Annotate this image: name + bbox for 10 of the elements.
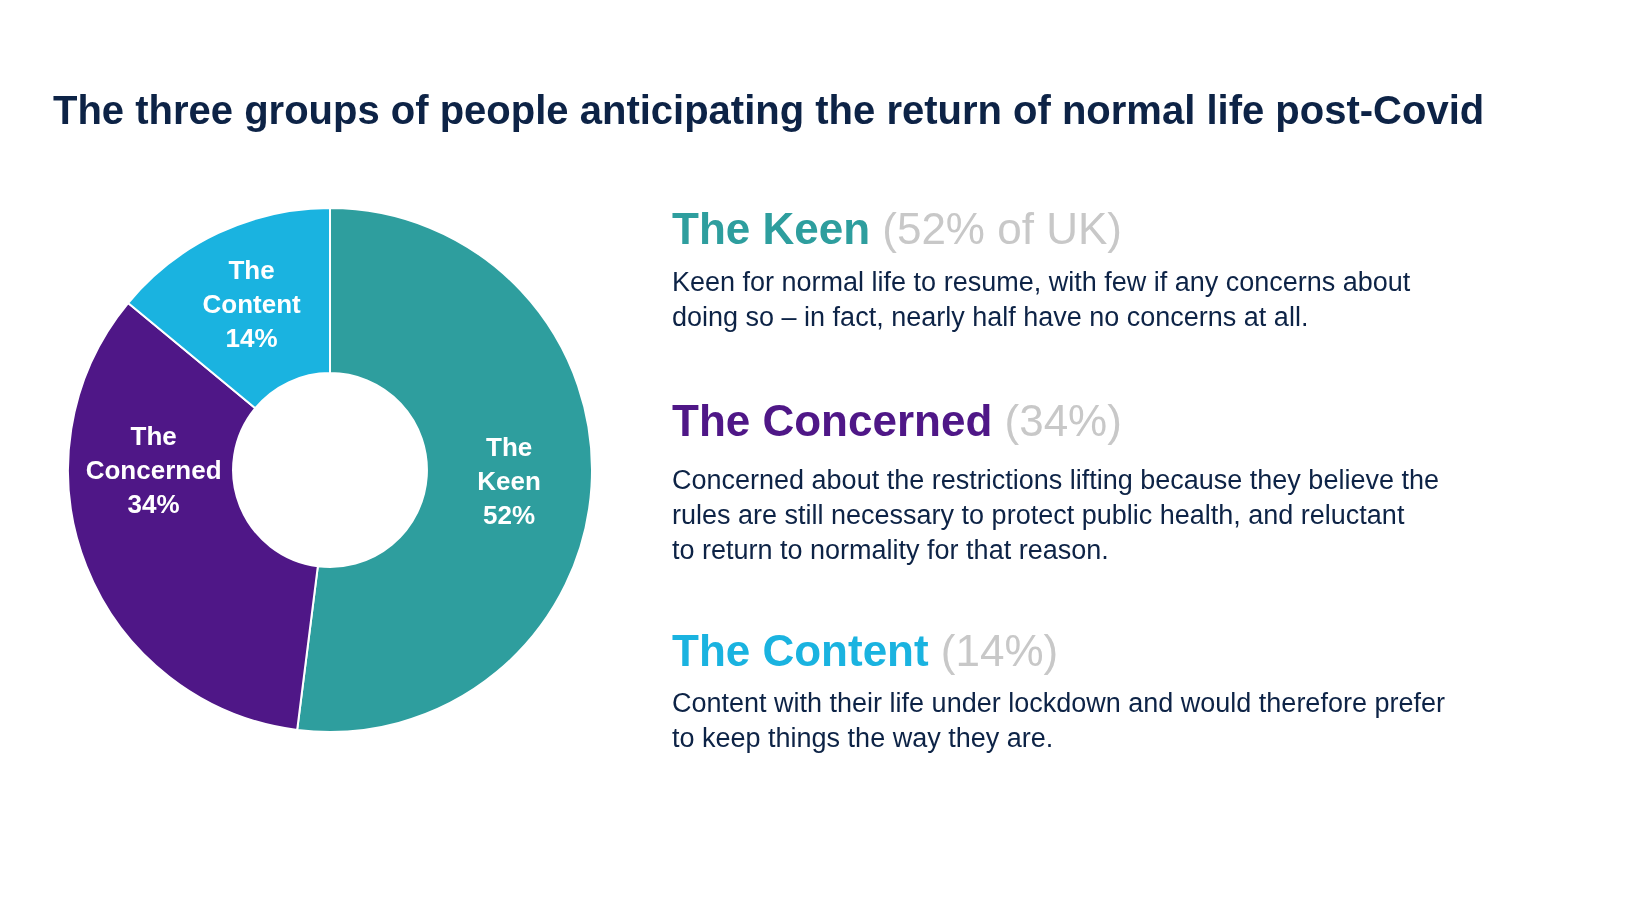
data-label: 52% bbox=[483, 500, 536, 531]
slice-label: The Content bbox=[202, 254, 302, 319]
slice-label: The Keen bbox=[477, 432, 541, 497]
text: The three groups of people anticipating the return of normal life post-Covid bbox=[53, 88, 1485, 132]
data-label: 14% bbox=[225, 322, 278, 353]
slice-label: The Concerned bbox=[85, 421, 222, 485]
text: Keen for normal life to resume, with few if any concerns about doing so – in fact, nearly half have no concerns at all. bbox=[672, 267, 1411, 333]
text: Content with their life under lockdown and would therefore prefer to keep things the way they are. bbox=[672, 688, 1445, 754]
data-label: 34% bbox=[127, 488, 180, 519]
text: Concerned about the restrictions lifting because they believe the rules are still necessary to protect public health, and reluctant to return to normality for that reason. bbox=[672, 465, 1439, 566]
